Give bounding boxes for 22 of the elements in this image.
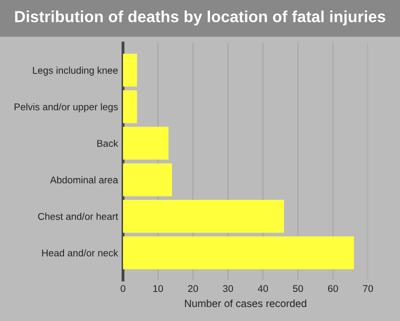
y-tick-label: Legs including knee [33, 66, 118, 76]
y-tick-label: Abdominal area [50, 176, 118, 184]
x-tick-label: 60 [328, 285, 338, 292]
y-tick-label: Head and/or neck [42, 249, 118, 256]
chart-title: Distribution of deaths by location of fatal injuries [15, 10, 386, 26]
x-tick-label: 0 [120, 285, 126, 292]
bar [123, 200, 284, 233]
x-tick-label: 20 [188, 285, 198, 292]
bar [123, 126, 168, 160]
bar [123, 163, 172, 196]
y-tick-label: Back [97, 140, 118, 147]
x-tick-label: 40 [258, 285, 268, 292]
x-tick-label: 70 [363, 285, 374, 292]
bar [123, 236, 354, 270]
x-tick-label: 50 [292, 285, 304, 292]
y-tick-label: Pelvis and/or upper legs [14, 103, 118, 112]
x-tick-label: 10 [153, 285, 164, 292]
x-tick-label: 30 [222, 285, 234, 292]
x-axis-title: Number of cases recorded [184, 299, 306, 308]
y-tick-label: Chest and/or heart [38, 212, 118, 220]
bar [123, 54, 137, 87]
bar [123, 90, 137, 124]
